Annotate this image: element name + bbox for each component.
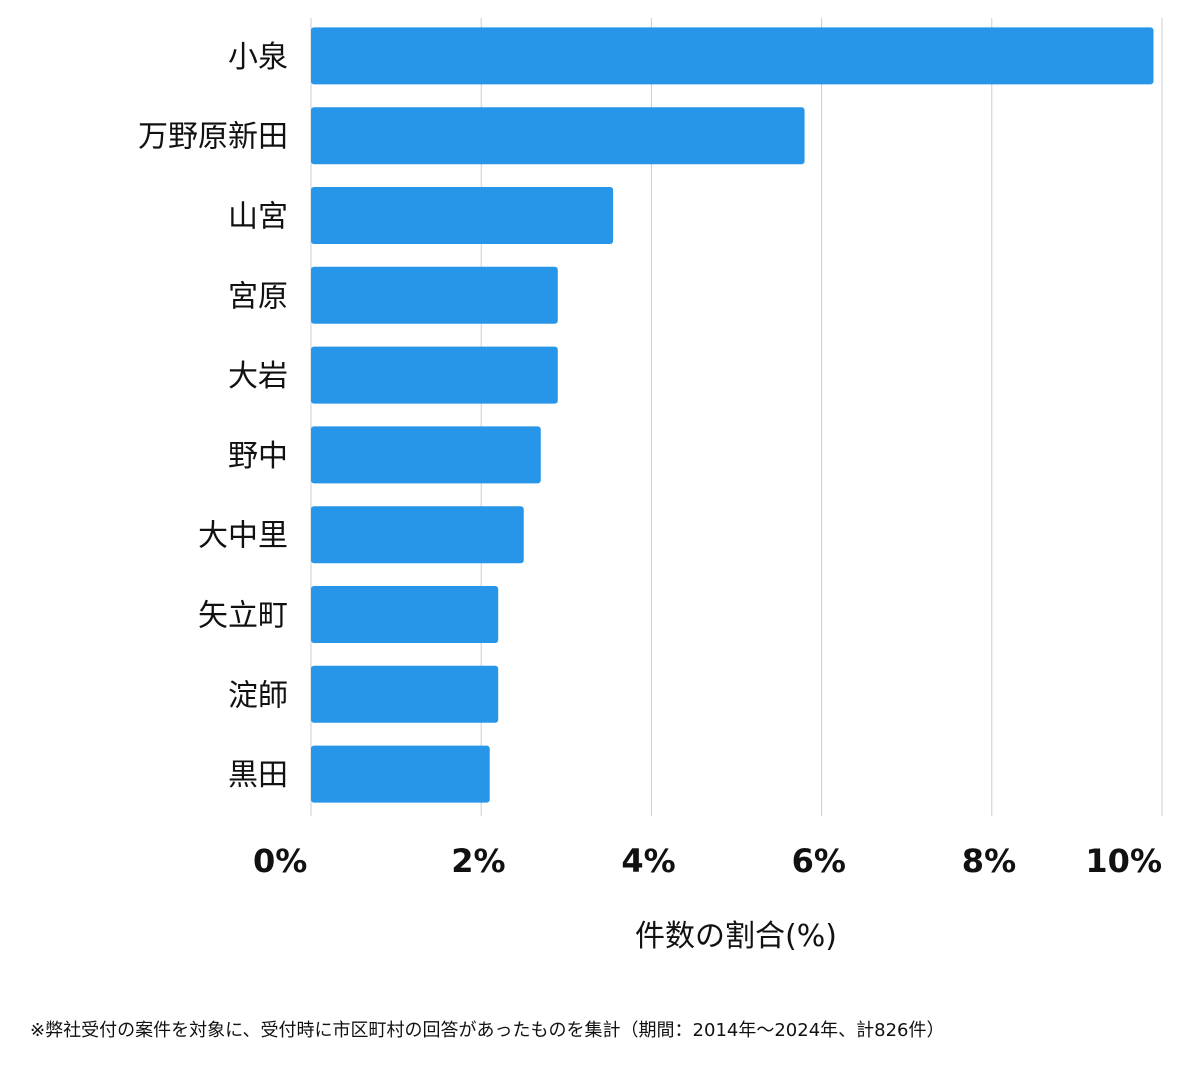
bar — [311, 346, 558, 404]
category-label: 万野原新田 — [138, 120, 288, 155]
category-label: 宮原 — [228, 279, 288, 314]
x-tick-label: 8% — [962, 842, 1016, 880]
bar — [311, 187, 614, 244]
bar — [311, 745, 490, 803]
category-label: 野中 — [228, 439, 288, 474]
bars — [311, 27, 1154, 803]
category-label: 大中里 — [198, 519, 288, 554]
x-tick-label: 0% — [253, 842, 307, 880]
bar — [311, 27, 1154, 85]
category-label: 黒田 — [228, 758, 288, 793]
bar — [311, 665, 499, 723]
category-label: 大岩 — [228, 359, 288, 394]
x-tick-label: 2% — [451, 842, 505, 880]
bar — [311, 506, 524, 564]
footnote: ※弊社受付の案件を対象に、受付時に市区町村の回答があったものを集計（期間：201… — [30, 1020, 945, 1041]
category-label: 小泉 — [228, 40, 288, 75]
category-label: 淀師 — [228, 678, 288, 713]
category-label: 矢立町 — [198, 599, 288, 634]
bar — [311, 426, 541, 484]
x-tick-label: 4% — [621, 842, 675, 880]
x-tick-labels: 0% 2% 4% 6% 8% 10% — [253, 842, 1162, 880]
x-tick-label: 10% — [1085, 842, 1162, 880]
x-tick-label: 6% — [792, 842, 846, 880]
x-axis-title: 件数の割合(%) — [635, 919, 837, 954]
category-label: 山宮 — [228, 200, 288, 235]
bar — [311, 266, 558, 324]
bar — [311, 586, 499, 643]
bar — [311, 107, 805, 165]
